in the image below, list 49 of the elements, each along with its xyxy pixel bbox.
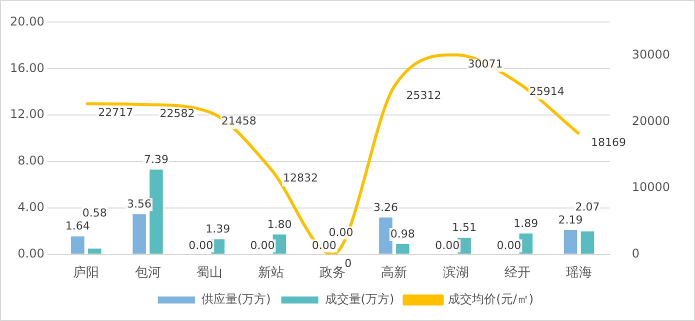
data-label: 25914 bbox=[529, 84, 564, 98]
data-label: 1.39 bbox=[206, 222, 230, 236]
data-label: 0.00 bbox=[328, 226, 354, 239]
data-label: 0.98 bbox=[390, 227, 415, 240]
data-label: 2.19 bbox=[558, 213, 583, 226]
data-label: 0.00 bbox=[188, 238, 214, 252]
data-label: 1.80 bbox=[267, 218, 292, 231]
data-label: 3.56 bbox=[127, 197, 152, 210]
legend-label: 供应量(万方) bbox=[201, 292, 271, 306]
data-label: 0 bbox=[344, 256, 352, 270]
data-label: 0.00 bbox=[250, 238, 275, 252]
data-label: 1.89 bbox=[514, 216, 538, 230]
data-label: 1.64 bbox=[65, 220, 90, 233]
data-label: 0.58 bbox=[82, 206, 107, 220]
x-tick-label: 蜀山 bbox=[196, 266, 222, 281]
data-label: 1.51 bbox=[452, 221, 477, 234]
data-label: 3.26 bbox=[373, 200, 398, 214]
data-label: 0.00 bbox=[496, 238, 522, 252]
x-tick-label: 瑶海 bbox=[566, 266, 592, 281]
data-label: 2.07 bbox=[575, 200, 600, 214]
data-label: 22582 bbox=[160, 106, 195, 120]
data-label: 7.39 bbox=[144, 152, 168, 166]
legend-label: 成交量(万方) bbox=[324, 292, 394, 306]
x-tick-label: 经开 bbox=[504, 266, 530, 281]
y-tick-label: 0.00 bbox=[18, 246, 44, 261]
legend-label: 成交均价(元/㎡) bbox=[448, 292, 534, 306]
y2-tick-label: 10000 bbox=[632, 180, 670, 194]
y-tick-label: 16.00 bbox=[10, 60, 44, 75]
data-label: 0.00 bbox=[312, 238, 336, 252]
y2-tick-label: 0 bbox=[632, 246, 640, 261]
data-label: 12832 bbox=[282, 172, 318, 185]
x-tick-label: 政务 bbox=[320, 266, 346, 281]
x-tick-label: 庐阳 bbox=[73, 264, 100, 281]
data-label: 25312 bbox=[406, 88, 442, 102]
x-tick-label: 高新 bbox=[381, 264, 408, 281]
y-tick-label: 8.00 bbox=[18, 154, 44, 168]
x-tick-label: 包河 bbox=[134, 266, 161, 281]
x-tick-label: 新站 bbox=[258, 266, 284, 281]
data-label: 22717 bbox=[98, 106, 134, 120]
y2-tick-label: 20000 bbox=[632, 114, 670, 128]
data-label: 21458 bbox=[221, 114, 256, 128]
y-tick-label: 20.00 bbox=[10, 14, 44, 28]
data-label: 18169 bbox=[591, 136, 626, 150]
data-label: 30071 bbox=[468, 57, 503, 70]
data-label: 0.00 bbox=[435, 238, 460, 252]
y-tick-label: 4.00 bbox=[18, 200, 44, 214]
y2-tick-label: 30000 bbox=[632, 47, 670, 62]
x-tick-label: 滨湖 bbox=[442, 264, 469, 281]
y-tick-label: 12.00 bbox=[10, 107, 44, 122]
